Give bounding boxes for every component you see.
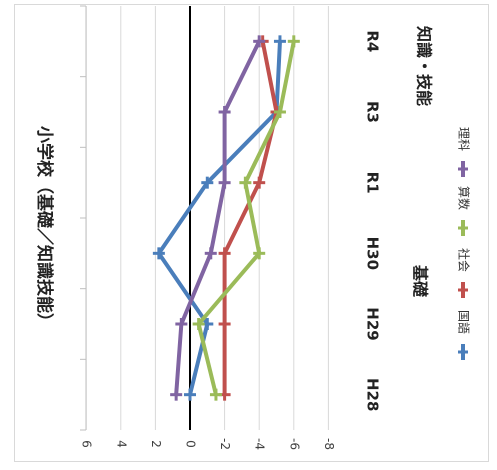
value-tick-label: 2 [149,440,163,448]
value-tick-label: 0 [184,440,198,448]
series-line-3 [196,39,296,397]
value-tick-label: -2 [218,438,232,450]
value-tick-label: -6 [287,438,301,450]
legend-label: 理科 [457,127,471,151]
legend-label: 社会 [457,248,472,272]
series-line-2 [222,39,279,397]
legend-label: 算数 [457,186,472,210]
category-label: R4 [364,30,382,52]
group-label-basic: 基礎 [411,264,430,298]
category-label: H30 [364,237,382,270]
category-label: R3 [364,101,382,123]
value-tick-label: 4 [114,440,128,448]
value-tick-label: -4 [253,438,267,450]
category-label: H28 [364,378,382,411]
value-tick-label: 6 [80,440,94,448]
legend-label: 国語 [457,310,472,334]
chart-title: 小学校（基礎／知識技能） [34,126,55,330]
series-line-1 [156,39,282,397]
category-label: H29 [364,307,382,340]
series-line-4 [174,39,262,397]
group-label-knowledge: 知識・技能 [415,26,434,106]
value-tick-label: -8 [322,438,336,450]
category-label: R1 [364,172,382,194]
chart-frame [14,4,489,462]
